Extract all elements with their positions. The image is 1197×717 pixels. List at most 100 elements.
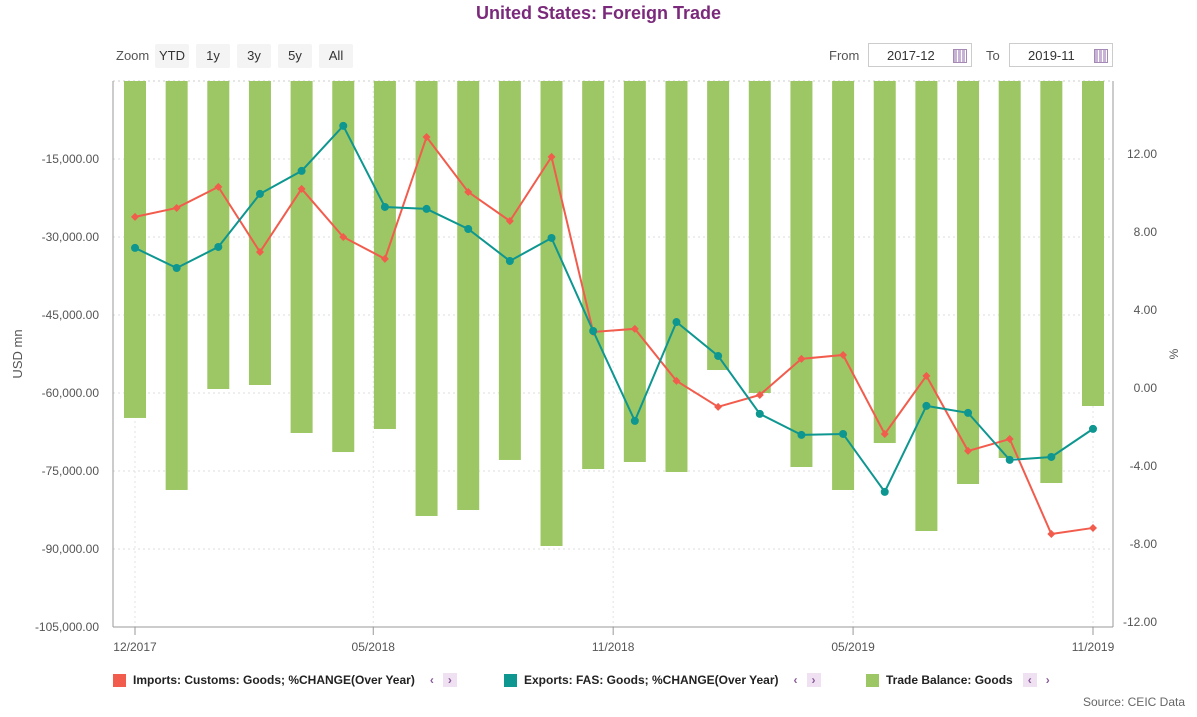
bar-trade-balance — [998, 81, 1021, 458]
bar-trade-balance — [790, 81, 813, 467]
legend-label: Exports: FAS: Goods; %CHANGE(Over Year) — [524, 673, 779, 687]
x-tick-label: 12/2017 — [113, 640, 157, 654]
y-left-tick-label: -15,000.00 — [42, 152, 100, 166]
legend-label: Imports: Customs: Goods; %CHANGE(Over Ye… — [133, 673, 415, 687]
legend-item-exports[interactable]: Exports: FAS: Goods; %CHANGE(Over Year) … — [504, 673, 821, 687]
point-exports — [131, 243, 139, 252]
point-exports — [297, 166, 306, 175]
y-left-tick-label: -105,000.00 — [35, 620, 99, 634]
bar-trade-balance — [498, 81, 521, 460]
point-imports — [1047, 529, 1056, 538]
point-exports — [880, 487, 889, 496]
bar-trade-balance — [290, 81, 313, 433]
x-tick-label: 11/2018 — [592, 640, 635, 654]
to-date-value: 2019-11 — [1028, 48, 1075, 63]
point-exports — [172, 264, 181, 273]
point-imports — [880, 429, 889, 438]
point-imports — [214, 182, 223, 191]
y-right-axis-title: % — [1167, 348, 1181, 359]
chevron-right-icon[interactable]: › — [442, 673, 457, 687]
point-exports — [672, 318, 681, 327]
point-exports — [964, 408, 973, 417]
to-date-input[interactable]: 2019-11 — [1009, 43, 1113, 67]
x-tick-label: 11/2019 — [1072, 640, 1115, 654]
zoom-1y-button[interactable]: 1y — [196, 44, 230, 68]
bar-trade-balance — [665, 81, 688, 472]
bar-trade-balance — [873, 81, 896, 444]
chevron-left-icon[interactable]: ‹ — [429, 673, 434, 687]
point-exports — [797, 430, 806, 439]
point-imports — [255, 248, 264, 257]
y-left-tick-label: -60,000.00 — [42, 386, 100, 400]
calendar-icon[interactable] — [1094, 49, 1108, 63]
bar-trade-balance — [1040, 81, 1063, 484]
point-exports — [1005, 455, 1014, 464]
zoom-ytd-button[interactable]: YTD — [155, 44, 189, 68]
from-date-input[interactable]: 2017-12 — [868, 43, 972, 67]
point-imports — [1089, 523, 1097, 532]
chevron-right-icon[interactable]: › — [806, 673, 821, 687]
point-imports — [755, 390, 764, 399]
bar-trade-balance — [832, 81, 855, 490]
zoom-label: Zoom — [116, 48, 150, 63]
bar-trade-balance — [582, 81, 605, 470]
legend-item-imports[interactable]: Imports: Customs: Goods; %CHANGE(Over Ye… — [113, 673, 457, 687]
from-label: From — [829, 48, 860, 63]
chevron-left-icon[interactable]: ‹ — [793, 673, 798, 687]
bar-trade-balance — [332, 81, 355, 453]
y-right-tick-label: -12.00 — [1123, 615, 1157, 629]
legend-swatch — [504, 673, 517, 687]
point-imports — [380, 254, 389, 263]
y-left-tick-label: -45,000.00 — [42, 308, 100, 322]
from-date-value: 2017-12 — [887, 48, 935, 63]
zoom-all-button[interactable]: All — [319, 44, 353, 68]
point-imports — [797, 354, 806, 363]
legend-swatch — [113, 673, 126, 687]
bar-trade-balance — [623, 81, 646, 463]
legend-swatch — [866, 673, 879, 687]
bar-trade-balance — [457, 81, 480, 510]
point-exports — [922, 401, 931, 410]
y-right-tick-label: 0.00 — [1134, 381, 1158, 395]
point-imports — [547, 152, 556, 161]
bar-trade-balance — [540, 81, 563, 546]
y-left-tick-label: -30,000.00 — [42, 230, 100, 244]
point-exports — [464, 225, 473, 234]
bar-trade-balance — [915, 81, 938, 532]
line-exports — [134, 124, 1094, 494]
point-exports — [1047, 452, 1056, 461]
y-left-tick-label: -75,000.00 — [42, 464, 100, 478]
y-right-tick-label: 4.00 — [1134, 303, 1158, 317]
zoom-3y-button[interactable]: 3y — [237, 44, 271, 68]
to-label: To — [986, 48, 1000, 63]
chevron-left-icon[interactable]: ‹ — [1022, 673, 1037, 687]
chart-title: United States: Foreign Trade — [475, 3, 722, 23]
point-exports — [839, 429, 848, 438]
point-imports — [131, 212, 139, 221]
chevron-right-icon[interactable]: › — [1045, 673, 1050, 687]
legend-item-trade-balance[interactable]: Trade Balance: Goods ‹ › — [866, 673, 1055, 687]
point-exports — [589, 326, 598, 335]
point-imports — [714, 402, 723, 411]
bar-trade-balance — [415, 81, 438, 516]
y-left-axis-title: USD mn — [10, 329, 25, 378]
point-imports — [422, 132, 431, 141]
point-imports — [464, 187, 473, 196]
point-exports — [214, 242, 223, 251]
y-right-tick-label: 8.00 — [1134, 225, 1158, 239]
point-imports — [339, 233, 348, 241]
calendar-icon[interactable] — [953, 49, 967, 63]
bar-trade-balance — [957, 81, 980, 484]
point-imports — [505, 217, 514, 226]
zoom-5y-button[interactable]: 5y — [278, 44, 312, 68]
y-left-tick-label: -90,000.00 — [42, 542, 100, 556]
point-exports — [339, 121, 348, 130]
point-imports — [672, 376, 681, 385]
point-exports — [505, 256, 514, 265]
point-exports — [422, 204, 431, 213]
point-imports — [964, 446, 973, 455]
point-imports — [839, 350, 848, 359]
point-exports — [755, 409, 764, 418]
